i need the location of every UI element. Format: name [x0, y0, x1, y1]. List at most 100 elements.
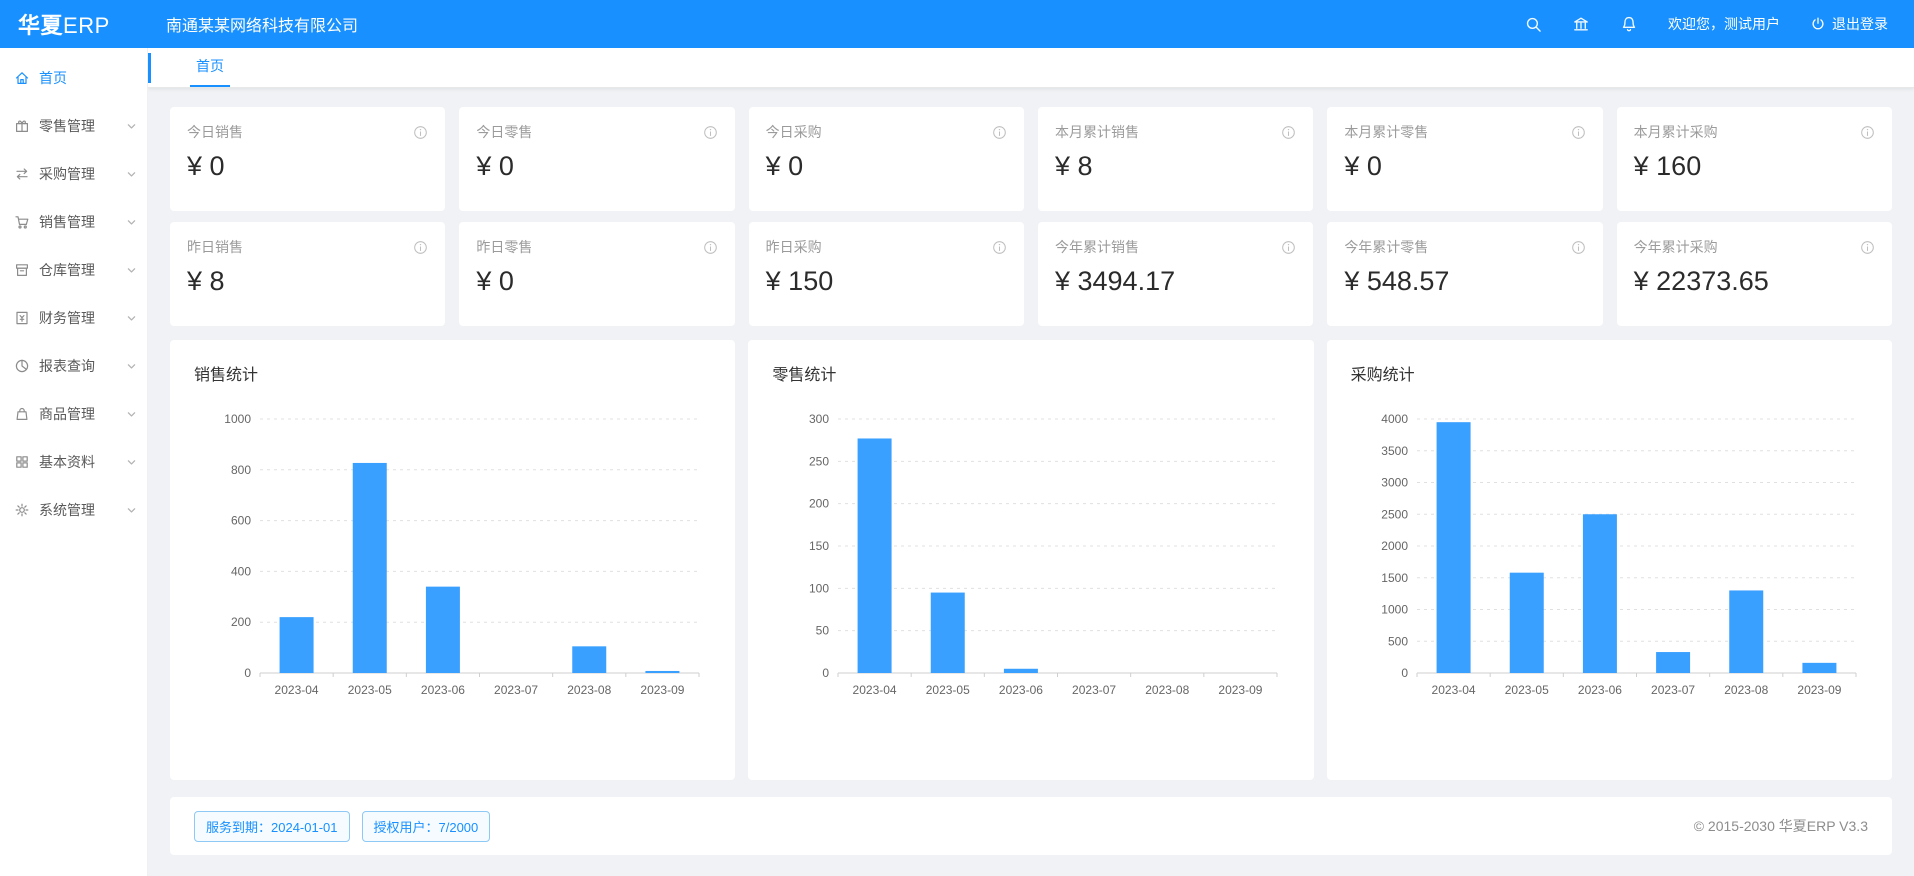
topbar-actions: 欢迎您，测试用户 退出登录	[1525, 14, 1914, 34]
stat-value: ¥ 0	[187, 151, 225, 181]
stat-label: 昨日零售	[476, 239, 533, 255]
grid-icon	[14, 454, 30, 470]
chart-title: 零售统计	[772, 367, 837, 384]
x-tick-label: 2023-04	[275, 683, 319, 697]
stat-value: ¥ 3494.17	[1054, 266, 1176, 296]
app-logo[interactable]: 华夏ERP	[0, 8, 148, 40]
footer-badges: 服务到期：2024-01-01 授权用户：7/2000	[194, 810, 491, 842]
stat-label: 今年累计采购	[1633, 239, 1718, 255]
stat-value: ¥ 0	[765, 151, 804, 181]
stat-card-header: 本月累计零售	[1344, 122, 1585, 142]
sidebar-item-label: 商品管理	[39, 406, 95, 422]
bar-2023-04	[279, 617, 314, 673]
stat-value: ¥ 150	[765, 266, 834, 296]
gift-icon	[14, 118, 30, 134]
stat-label: 本月累计销售	[1054, 124, 1139, 140]
sidebar-item-sales[interactable]: 销售管理	[0, 198, 147, 246]
info-icon[interactable]	[1571, 240, 1586, 255]
info-icon[interactable]	[413, 125, 428, 140]
licensed-users-badge: 授权用户：7/2000	[361, 810, 491, 842]
y-tick-label: 1500	[1381, 571, 1408, 585]
sidebar-item-label: 采购管理	[39, 166, 95, 182]
sidebar-item-system[interactable]: 系统管理	[0, 486, 147, 534]
bar-2023-09	[1802, 662, 1837, 673]
x-tick-label: 2023-08	[567, 683, 611, 697]
sidebar-item-report[interactable]: 报表查询	[0, 342, 147, 390]
x-tick-label: 2023-05	[1504, 683, 1548, 697]
y-tick-label: 400	[231, 564, 251, 578]
stat-card: 今年累计采购 ¥ 22373.65	[1616, 222, 1892, 326]
stat-label: 今年累计零售	[1344, 239, 1429, 255]
stat-label: 今年累计销售	[1054, 239, 1139, 255]
sidebar-item-goods[interactable]: 商品管理	[0, 390, 147, 438]
info-icon[interactable]	[1860, 125, 1875, 140]
info-icon[interactable]	[413, 240, 428, 255]
stat-card-header: 昨日采购	[766, 237, 1007, 257]
info-icon[interactable]	[1860, 240, 1875, 255]
y-tick-label: 500	[1388, 634, 1408, 648]
stat-value: ¥ 548.57	[1344, 266, 1450, 296]
home-icon	[14, 70, 30, 86]
stat-card: 昨日采购 ¥ 150	[748, 222, 1024, 326]
info-icon[interactable]	[703, 240, 718, 255]
stat-value: ¥ 8	[187, 266, 225, 296]
logout-button[interactable]: 退出登录	[1810, 14, 1888, 34]
info-icon[interactable]	[703, 125, 718, 140]
info-icon[interactable]	[1281, 240, 1296, 255]
stat-card: 今年累计零售 ¥ 548.57	[1327, 222, 1603, 326]
chevron-down-icon	[126, 505, 137, 516]
x-tick-label: 2023-05	[348, 683, 392, 697]
bar-2023-05	[1509, 572, 1544, 673]
bar-2023-05	[931, 592, 966, 673]
y-tick-label: 3000	[1381, 476, 1408, 490]
info-icon[interactable]	[1281, 125, 1296, 140]
y-tick-label: 600	[231, 514, 251, 528]
y-tick-label: 0	[244, 666, 251, 680]
stat-value: ¥ 0	[476, 266, 514, 296]
chevron-down-icon	[126, 121, 137, 132]
sidebar-item-finance[interactable]: 财务管理	[0, 294, 147, 342]
warehouse-icon	[14, 262, 30, 278]
chart-canvas-purchase[interactable]: 0 500 1000 1500 2000 2500 3000 3500 4000 2023-04 2…	[1351, 401, 1868, 731]
chart-canvas-retail[interactable]: 0 50 100 150 200 250 300 2023-04 2023-05 2023-06 2…	[772, 401, 1289, 731]
chart-canvas-sales[interactable]: 0 200 400 600 800 1000 2023-04 2023-05 2023-06 20…	[194, 401, 711, 731]
pie-chart-icon	[14, 358, 30, 374]
gear-icon	[14, 502, 30, 518]
tab-bar: 首页	[148, 48, 1914, 88]
x-tick-label: 2023-06	[1578, 683, 1622, 697]
bar-2023-06	[425, 586, 460, 673]
app-logo-en: ERP	[63, 13, 110, 38]
y-tick-label: 800	[231, 463, 251, 477]
logout-icon	[1812, 17, 1824, 30]
sidebar: 首页 零售管理采购管理销售管理 仓库管理 财务管理 报表查询商品管理基本资料 系统管理	[0, 48, 148, 876]
copyright-text: © 2015-2030 华夏ERP V3.3	[1693, 818, 1868, 834]
x-tick-label: 2023-09	[1219, 683, 1263, 697]
bell-icon[interactable]	[1620, 15, 1638, 33]
info-icon[interactable]	[992, 125, 1007, 140]
sidebar-item-warehouse[interactable]: 仓库管理	[0, 246, 147, 294]
cart-icon	[14, 214, 30, 230]
search-icon[interactable]	[1525, 16, 1542, 33]
x-tick-label: 2023-07	[494, 683, 538, 697]
stat-card-header: 昨日销售	[187, 237, 428, 257]
x-tick-label: 2023-07	[1651, 683, 1695, 697]
stats-row-2: 昨日销售 ¥ 8 昨日零售 ¥ 0 昨日采购 ¥ 150 今年累计销售 ¥ 3494.17 今年…	[170, 222, 1892, 326]
sidebar-item-basic[interactable]: 基本资料	[0, 438, 147, 486]
top-bar: 华夏ERP 南通某某网络科技有限公司 欢迎您，测试用户 退出登录	[0, 0, 1914, 48]
y-tick-label: 50	[816, 624, 830, 638]
bank-icon[interactable]	[1572, 15, 1590, 33]
sidebar-item-purchase[interactable]: 采购管理	[0, 150, 147, 198]
info-icon[interactable]	[992, 240, 1007, 255]
stat-card-header: 今年累计零售	[1344, 237, 1585, 257]
stat-card-header: 今日销售	[187, 122, 428, 142]
tab-home[interactable]: 首页	[190, 56, 230, 87]
stat-card-header: 今年累计销售	[1055, 237, 1296, 257]
bar-2023-06	[1004, 668, 1039, 673]
sidebar-item-home[interactable]: 首页	[0, 54, 147, 102]
stat-card-header: 本月累计采购	[1634, 122, 1875, 142]
bar-2023-04	[1436, 422, 1471, 673]
sidebar-item-retail[interactable]: 零售管理	[0, 102, 147, 150]
info-icon[interactable]	[1571, 125, 1586, 140]
x-tick-label: 2023-09	[1797, 683, 1841, 697]
y-tick-label: 250	[809, 454, 829, 468]
